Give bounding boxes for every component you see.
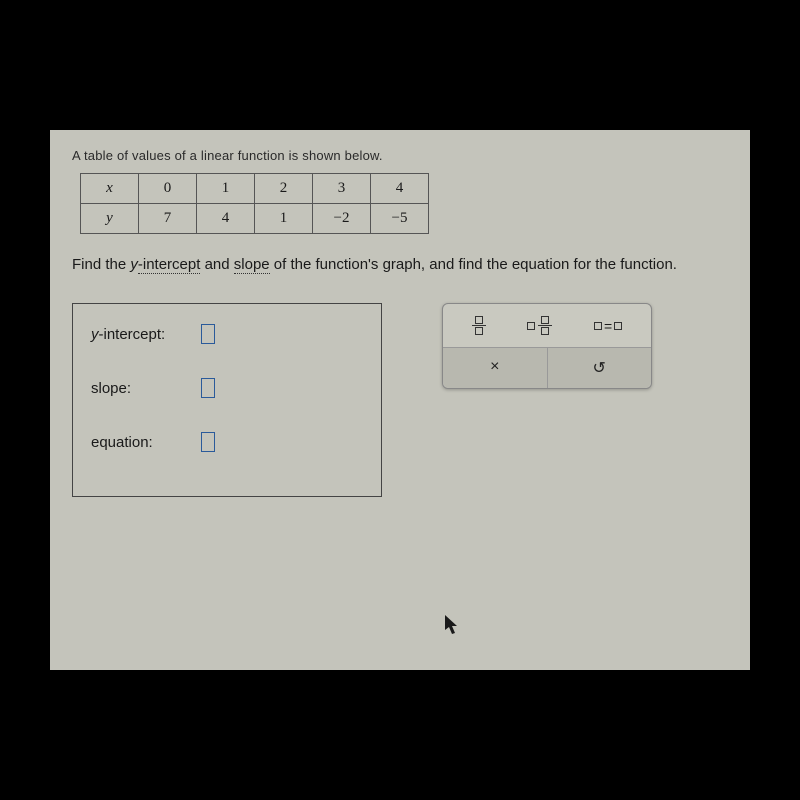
yintercept-input[interactable] — [201, 324, 215, 344]
y-letter: y — [130, 256, 138, 273]
cell: 1 — [197, 174, 255, 204]
tool-panel: = × ↺ — [442, 303, 652, 389]
close-button[interactable]: × — [443, 348, 548, 388]
cutoff-text: A table of values of a linear function i… — [72, 148, 728, 163]
mouse-cursor-icon — [445, 615, 461, 640]
cell: 0 — [139, 174, 197, 204]
work-area: y-intercept: slope: equation: — [72, 303, 728, 497]
cell: 7 — [139, 204, 197, 234]
reset-button[interactable]: ↺ — [548, 348, 652, 388]
worksheet-paper: A table of values of a linear function i… — [50, 130, 750, 670]
cell: 4 — [371, 174, 429, 204]
equation-row: equation: — [91, 432, 363, 452]
text: and — [200, 256, 233, 273]
table-row: y 7 4 1 −2 −5 — [81, 204, 429, 234]
table-row: x 0 1 2 3 4 — [81, 174, 429, 204]
equation-input[interactable] — [201, 432, 215, 452]
cell: −2 — [313, 204, 371, 234]
slope-link[interactable]: slope — [234, 256, 270, 274]
values-table: x 0 1 2 3 4 y 7 4 1 −2 −5 — [80, 173, 429, 234]
fraction-icon[interactable] — [472, 316, 486, 335]
cell: 2 — [255, 174, 313, 204]
slope-input[interactable] — [201, 378, 215, 398]
tool-top-row: = — [443, 304, 651, 347]
cell: −5 — [371, 204, 429, 234]
yintercept-row: y-intercept: — [91, 324, 363, 344]
cell: 3 — [313, 174, 371, 204]
cell: 1 — [255, 204, 313, 234]
mixed-fraction-icon[interactable] — [527, 316, 552, 335]
text: -intercept: — [99, 326, 166, 343]
answer-box: y-intercept: slope: equation: — [72, 303, 382, 497]
header-y: y — [81, 204, 139, 234]
header-x: x — [81, 174, 139, 204]
y-letter: y — [91, 326, 99, 343]
yintercept-label: y-intercept: — [91, 326, 201, 343]
text: of the function's graph, and find the eq… — [270, 256, 677, 273]
equation-label: equation: — [91, 434, 201, 451]
text: Find the — [72, 256, 130, 273]
intercept-link[interactable]: -intercept — [138, 256, 201, 274]
slope-row: slope: — [91, 378, 363, 398]
tool-bottom-row: × ↺ — [443, 347, 651, 388]
cell: 4 — [197, 204, 255, 234]
equation-icon[interactable]: = — [594, 319, 622, 333]
slope-label: slope: — [91, 380, 201, 397]
instruction-text: Find the y-intercept and slope of the fu… — [72, 256, 728, 273]
